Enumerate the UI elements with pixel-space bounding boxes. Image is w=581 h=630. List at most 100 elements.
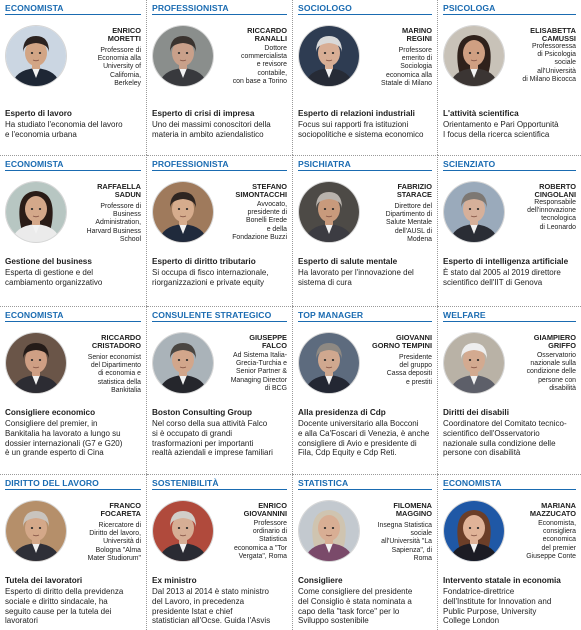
expert-summary: Consigliere del premier, in Bankitalia h… bbox=[5, 419, 123, 458]
expert-role: Ex ministro bbox=[152, 576, 197, 585]
expert-affiliation: Professore ordinario di Statistica econo… bbox=[233, 520, 287, 560]
expert-affiliation: Professoressa di Psicologia sociale all'… bbox=[522, 43, 576, 83]
expert-role: Esperto di crisi di impresa bbox=[152, 109, 255, 118]
category-rule bbox=[152, 321, 287, 322]
expert-category: PSICHIATRA bbox=[298, 159, 351, 169]
portrait-photo bbox=[6, 26, 66, 86]
expert-name: GIOVANNI GORNO TEMPINI bbox=[372, 333, 432, 351]
expert-summary: Docente universitario alla Bocconi e all… bbox=[298, 419, 430, 458]
expert-affiliation: Professore di Economia alla University o… bbox=[97, 47, 141, 87]
category-rule bbox=[5, 14, 141, 15]
expert-summary: Uno dei massimi conoscitori della materi… bbox=[152, 120, 271, 139]
portrait-photo bbox=[299, 501, 359, 561]
expert-role: Esperto di diritto tributario bbox=[152, 257, 256, 266]
expert-name: RAFFAELLA SADUN bbox=[97, 182, 141, 200]
category-rule bbox=[5, 489, 141, 490]
portrait-photo bbox=[6, 333, 66, 393]
portrait-photo bbox=[299, 26, 359, 86]
expert-card: DIRITTO DEL LAVORO FRANCO FOCARETA Ricerc… bbox=[0, 474, 147, 630]
portrait-photo bbox=[444, 26, 504, 86]
expert-affiliation: Direttore del Dipartimento di Salute Men… bbox=[385, 203, 432, 243]
expert-category: DIRITTO DEL LAVORO bbox=[5, 478, 99, 488]
expert-affiliation: Osservatorio nazionale sulla condizione … bbox=[526, 352, 576, 392]
expert-role: Esperto di relazioni industriali bbox=[298, 109, 415, 118]
expert-category: ECONOMISTA bbox=[443, 478, 502, 488]
expert-name: MARINO REGINI bbox=[402, 26, 432, 44]
expert-name: GIAMPIERO GRIFFO bbox=[533, 333, 576, 351]
expert-role: L'attività scientifica bbox=[443, 109, 519, 118]
expert-name: ELISABETTA CAMUSSI bbox=[530, 26, 576, 44]
expert-affiliation: Insegna Statistica sociale all'Universit… bbox=[377, 522, 432, 562]
expert-role: Esperto di intelligenza artificiale bbox=[443, 257, 569, 266]
expert-card: PROFESSIONISTA RICCARDO RANALLI Dottore c… bbox=[147, 0, 293, 155]
category-rule bbox=[298, 170, 432, 171]
expert-affiliation: Avvocato, presidente di Bonelli Erede e … bbox=[232, 201, 287, 241]
portrait-photo bbox=[153, 182, 213, 242]
expert-summary: Nel corso della sua attività Falco si è … bbox=[152, 419, 273, 458]
expert-name: ENRICO MORETTI bbox=[107, 26, 141, 44]
category-rule bbox=[152, 14, 287, 15]
expert-name: STEFANO SIMONTACCHI bbox=[235, 182, 287, 200]
category-rule bbox=[298, 14, 432, 15]
expert-affiliation: Presidente del gruppo Cassa depositi e p… bbox=[386, 354, 432, 386]
expert-role: Alla presidenza di Cdp bbox=[298, 408, 386, 417]
category-rule bbox=[443, 321, 576, 322]
expert-card: PSICHIATRA FABRIZIO STARACE Direttore del… bbox=[293, 155, 438, 306]
category-rule bbox=[443, 14, 576, 15]
expert-category: PROFESSIONISTA bbox=[152, 159, 229, 169]
portrait-photo bbox=[444, 182, 504, 242]
expert-affiliation: Ricercatore di Diritto del lavoro, Unive… bbox=[87, 522, 141, 562]
expert-role: Consigliere bbox=[298, 576, 343, 585]
expert-summary: Focus sui rapporti fra istituzioni socio… bbox=[298, 120, 424, 139]
category-rule bbox=[298, 321, 432, 322]
expert-card: STATISTICA FILOMENA MAGGINO Insegna Stati… bbox=[293, 474, 438, 630]
expert-affiliation: Professore emerito di Sociologia economi… bbox=[381, 47, 432, 87]
expert-role: Boston Consulting Group bbox=[152, 408, 253, 417]
expert-card: SOCIOLOGO MARINO REGINI Professore emerit… bbox=[293, 0, 438, 155]
expert-card: SCIENZIATO ROBERTO CINGOLANI Responsabile… bbox=[438, 155, 581, 306]
expert-affiliation: Ad Sistema Italia- Grecia-Turchia e Seni… bbox=[230, 352, 287, 392]
expert-category: CONSULENTE STRATEGICO bbox=[152, 310, 272, 320]
expert-card: ECONOMISTA ENRICO MORETTI Professore di E… bbox=[0, 0, 147, 155]
expert-category: ECONOMISTA bbox=[5, 310, 64, 320]
expert-name: FABRIZIO STARACE bbox=[396, 182, 432, 200]
expert-summary: Si occupa di fisco internazionale, riorg… bbox=[152, 268, 269, 287]
expert-role: Gestione del business bbox=[5, 257, 92, 266]
category-rule bbox=[152, 170, 287, 171]
expert-affiliation: Responsabile dell'innovazione tecnologic… bbox=[527, 199, 576, 231]
portrait-photo bbox=[6, 182, 66, 242]
expert-affiliation: Senior economist del Dipartimento di eco… bbox=[87, 354, 141, 394]
expert-category: WELFARE bbox=[443, 310, 486, 320]
expert-card: WELFARE GIAMPIERO GRIFFO Osservatorio naz… bbox=[438, 306, 581, 474]
portrait-photo bbox=[6, 501, 66, 561]
expert-name: MARIANA MAZZUCATO bbox=[529, 501, 576, 519]
expert-category: TOP MANAGER bbox=[298, 310, 364, 320]
portrait-photo bbox=[444, 333, 504, 393]
expert-summary: Ha lavorato per l'innovazione del sistem… bbox=[298, 268, 414, 287]
expert-card: ECONOMISTA MARIANA MAZZUCATO Economista, … bbox=[438, 474, 581, 630]
expert-role: Esperto di lavoro bbox=[5, 109, 72, 118]
expert-card: CONSULENTE STRATEGICO GIUSEPPE FALCO Ad S… bbox=[147, 306, 293, 474]
category-rule bbox=[152, 489, 287, 490]
portrait-photo bbox=[299, 182, 359, 242]
expert-name: FILOMENA MAGGINO bbox=[393, 501, 432, 519]
expert-name: GIUSEPPE FALCO bbox=[249, 333, 287, 351]
expert-category: SOCIOLOGO bbox=[298, 3, 352, 13]
expert-category: STATISTICA bbox=[298, 478, 349, 488]
category-rule bbox=[443, 170, 576, 171]
expert-category: PSICOLOGA bbox=[443, 3, 496, 13]
expert-summary: Dal 2013 al 2014 è stato ministro del La… bbox=[152, 587, 271, 626]
expert-affiliation: Professore di Business Administration, H… bbox=[86, 203, 141, 243]
expert-card: ECONOMISTA RICCARDO CRISTADORO Senior eco… bbox=[0, 306, 147, 474]
expert-summary: Fondatrice-direttrice dell'Institute for… bbox=[443, 587, 552, 626]
expert-summary: Ha studiato l'economia del lavoro e l'ec… bbox=[5, 120, 123, 139]
category-rule bbox=[5, 321, 141, 322]
expert-category: SCIENZIATO bbox=[443, 159, 496, 169]
portrait-photo bbox=[153, 333, 213, 393]
expert-role: Consigliere economico bbox=[5, 408, 96, 417]
portrait-photo bbox=[444, 501, 504, 561]
category-rule bbox=[298, 489, 432, 490]
expert-role: Diritti dei disabili bbox=[443, 408, 509, 417]
expert-role: Tutela dei lavoratori bbox=[5, 576, 83, 585]
category-rule bbox=[443, 489, 576, 490]
